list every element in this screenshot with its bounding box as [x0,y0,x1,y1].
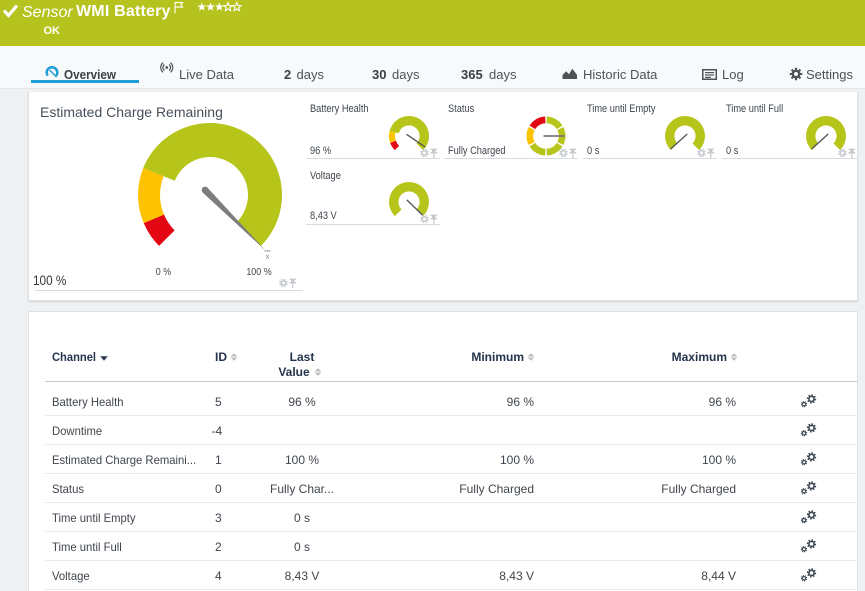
svg-text:x: x [266,252,270,261]
